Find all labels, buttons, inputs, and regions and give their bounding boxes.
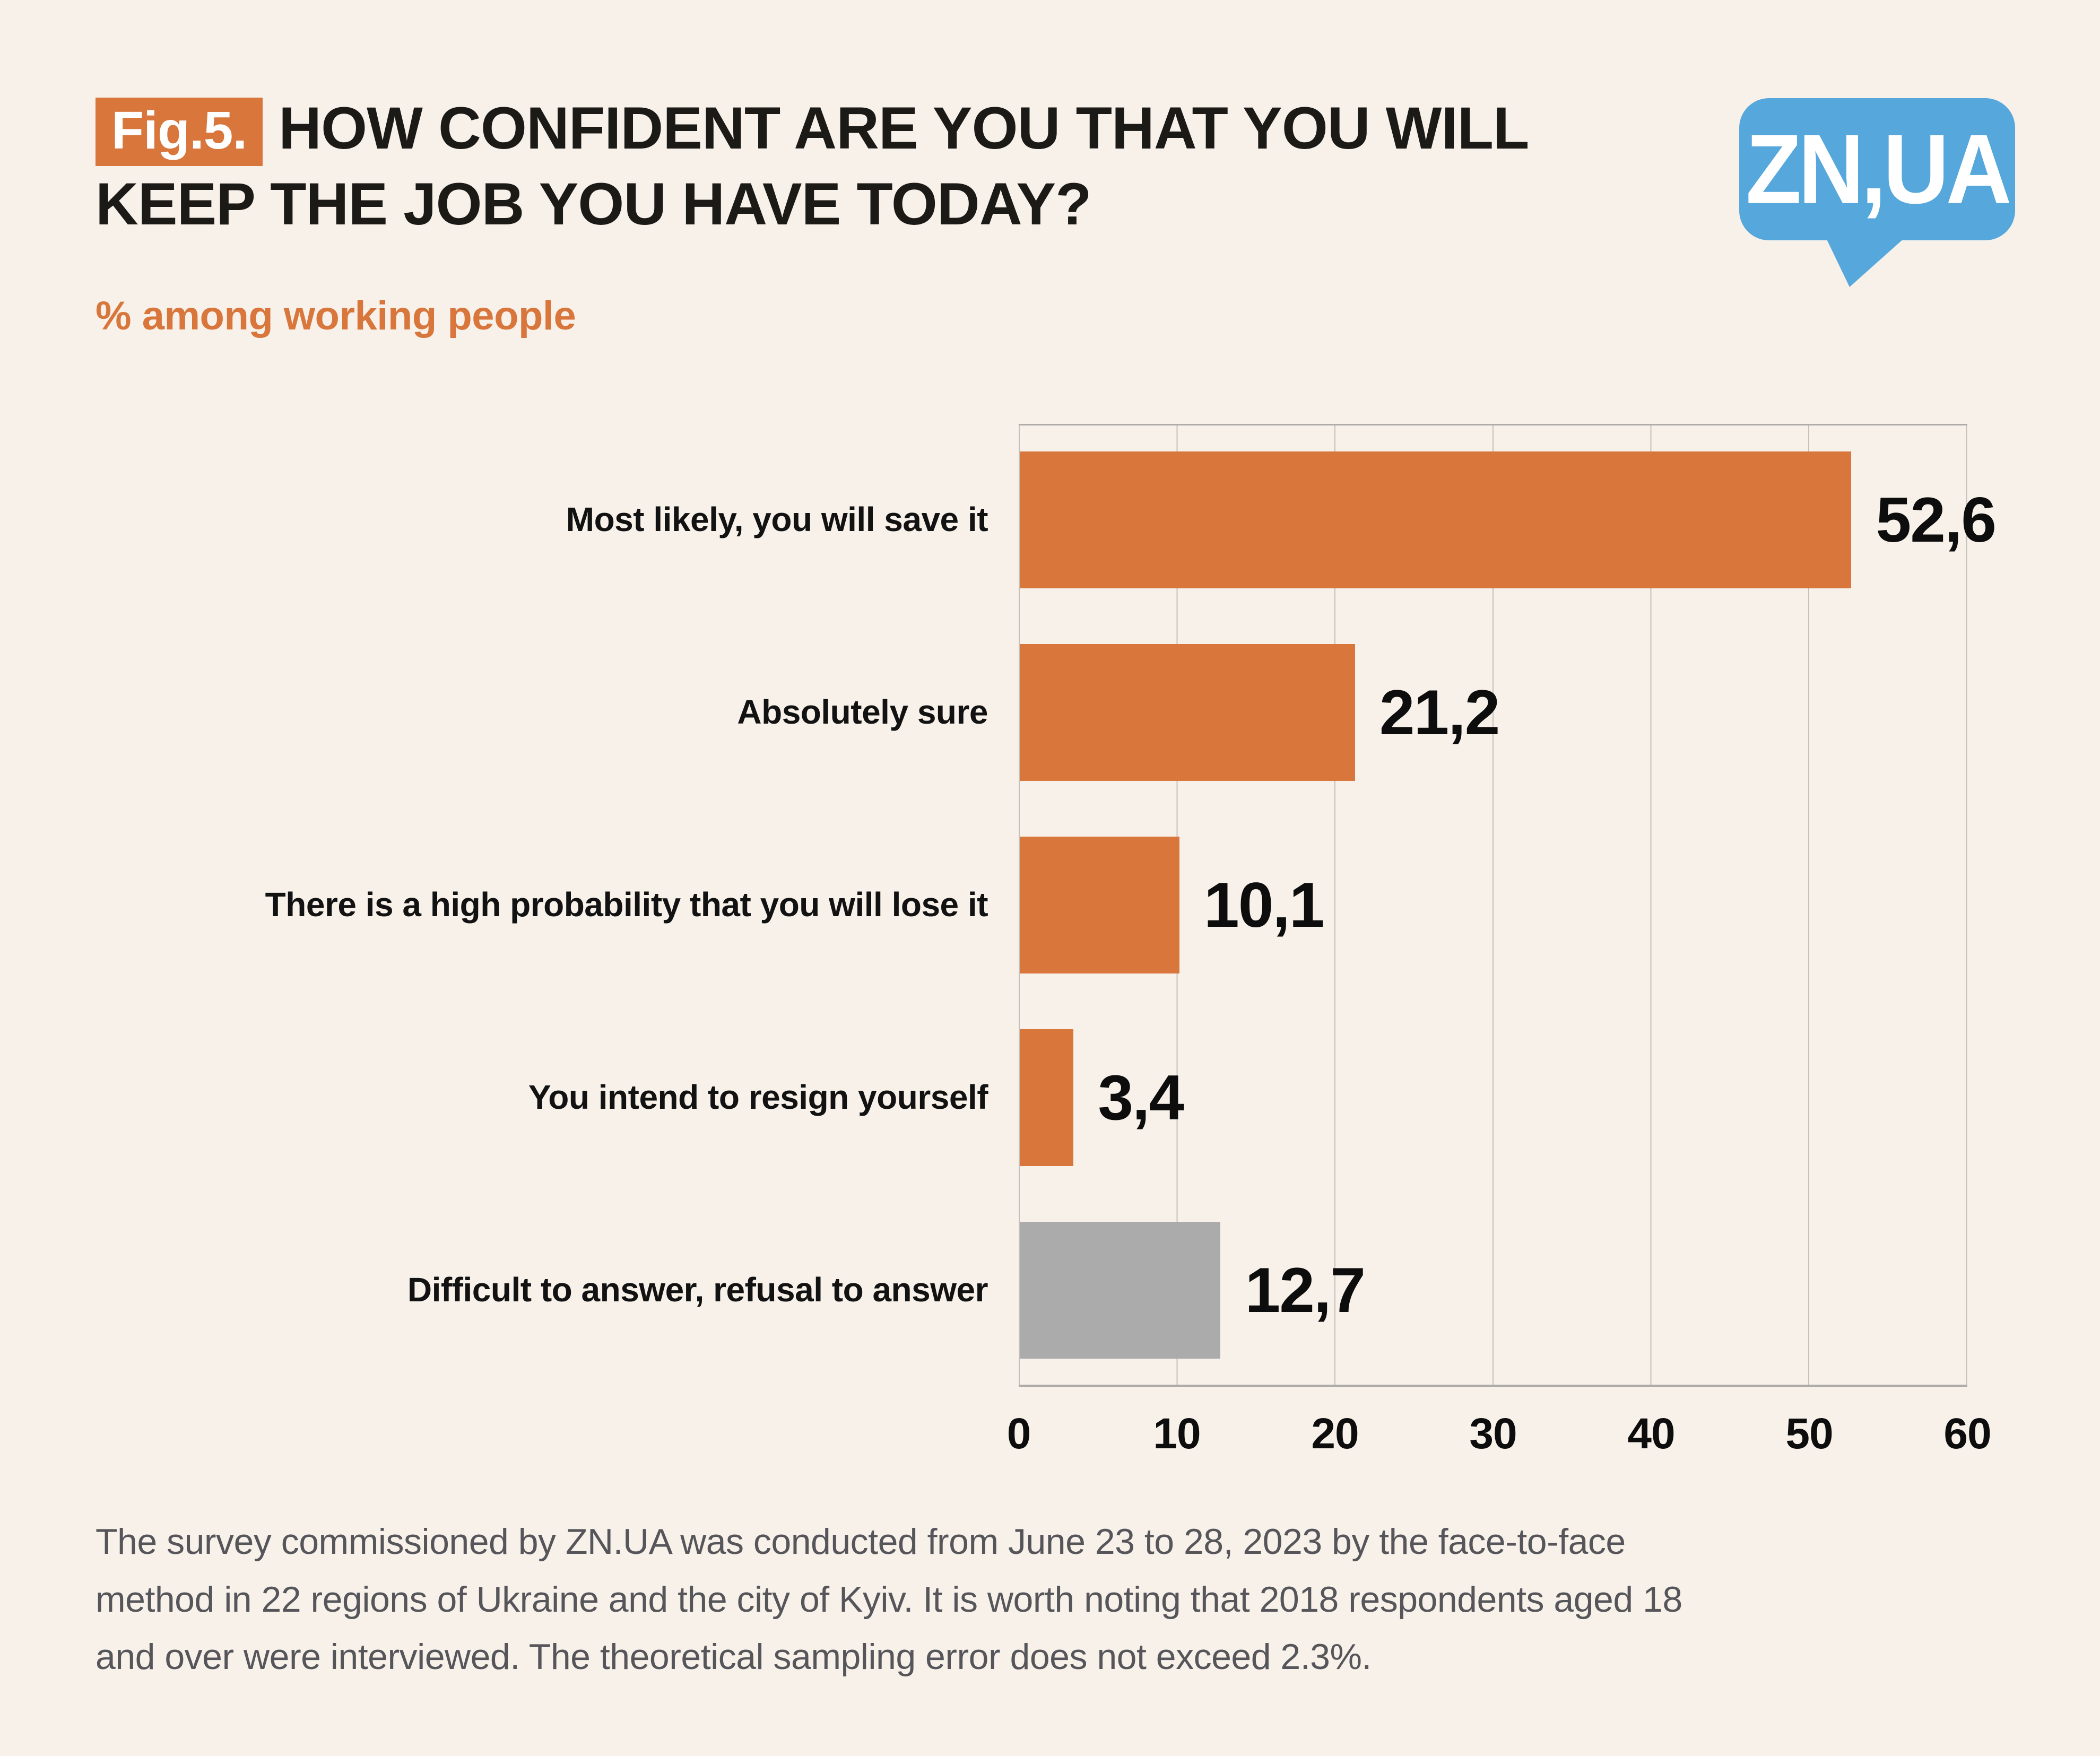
footer-line: method in 22 regions of Ukraine and the …	[96, 1579, 1682, 1620]
bar-value-label: 10,1	[1203, 870, 1325, 941]
bar-row: Difficult to answer, refusal to answer 12…	[96, 1194, 2004, 1387]
x-tick-label: 60	[1943, 1409, 1991, 1458]
x-axis: 0 10 20 30 40 50 60	[1007, 1387, 1992, 1477]
bar-row: You intend to resign yourself 3,4	[96, 1002, 2004, 1194]
x-tick-label: 50	[1785, 1409, 1833, 1458]
bar-row: Most likely, you will save it 52,6	[96, 424, 2004, 616]
bar-track: 10,1	[1019, 809, 1967, 1002]
znua-logo: ZN,UA	[1739, 98, 2015, 240]
title-line-2: KEEP THE JOB YOU HAVE TODAY?	[96, 171, 1091, 238]
chart-subtitle: % among working people	[96, 293, 576, 338]
bar-chart: Most likely, you will save it 52,6 Absolut…	[96, 423, 2004, 1477]
plot-area: Most likely, you will save it 52,6 Absolut…	[96, 423, 2004, 1387]
bar	[1020, 451, 1852, 589]
bar-value-label: 52,6	[1876, 484, 1997, 556]
bar-value-label: 12,7	[1245, 1255, 1366, 1326]
header: Fig.5. HOW CONFIDENT ARE YOU THAT YOU WIL…	[96, 90, 2015, 339]
bar-value-label: 21,2	[1379, 677, 1500, 749]
category-label: There is a high probability that you wil…	[265, 885, 988, 924]
bar-value-label: 3,4	[1098, 1062, 1184, 1134]
bar-row: Absolutely sure 21,2	[96, 616, 2004, 809]
figure-number-badge: Fig.5.	[96, 98, 263, 166]
znua-logo-text: ZN,UA	[1746, 114, 2011, 224]
footer-note: The survey commissioned by ZN.UA was con…	[96, 1513, 1995, 1686]
bar	[1020, 1222, 1221, 1359]
footer-line: The survey commissioned by ZN.UA was con…	[96, 1521, 1626, 1562]
bar-track: 3,4	[1019, 1002, 1967, 1194]
category-label: Difficult to answer, refusal to answer	[407, 1271, 988, 1309]
bar	[1020, 837, 1179, 974]
x-tick-label: 40	[1627, 1409, 1675, 1458]
category-label: Absolutely sure	[737, 693, 988, 732]
page-title: Fig.5. HOW CONFIDENT ARE YOU THAT YOU WIL…	[96, 90, 1740, 242]
category-label: Most likely, you will save it	[566, 500, 988, 539]
x-tick-label: 0	[1006, 1409, 1031, 1458]
footer-line: and over were interviewed. The theoretic…	[96, 1637, 1372, 1677]
bar-row: There is a high probability that you wil…	[96, 809, 2004, 1002]
x-tick-label: 20	[1311, 1409, 1359, 1458]
bar-track: 12,7	[1019, 1194, 1967, 1387]
bar-track: 21,2	[1019, 616, 1967, 809]
category-label: You intend to resign yourself	[528, 1078, 988, 1117]
bar	[1020, 644, 1355, 781]
bar	[1020, 1029, 1074, 1167]
x-tick-label: 30	[1469, 1409, 1517, 1458]
bar-track: 52,6	[1019, 424, 1997, 616]
x-tick-label: 10	[1153, 1409, 1201, 1458]
title-line-1: HOW CONFIDENT ARE YOU THAT YOU WILL	[279, 95, 1529, 161]
